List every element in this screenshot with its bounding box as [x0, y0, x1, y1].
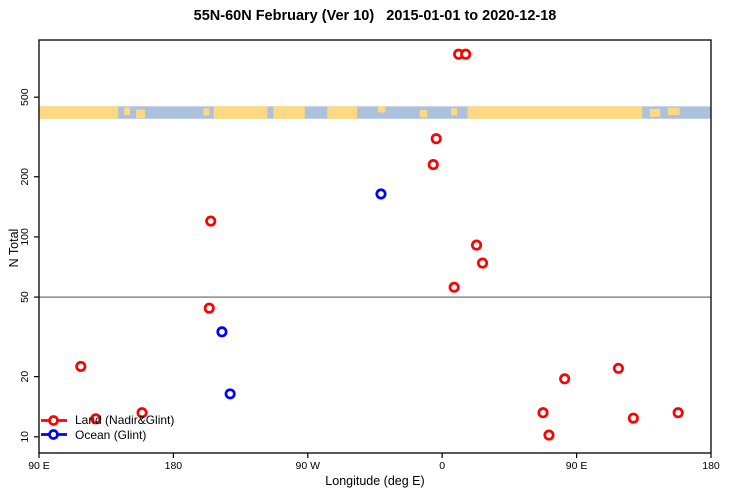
x-axis-ticks: 90 E 180 90 W 0 90 E 180	[28, 453, 720, 472]
series-land-points	[75, 48, 684, 441]
y-tick-label: 200	[19, 168, 31, 186]
land-segment	[273, 106, 305, 119]
legend-row-ocean: Ocean (Glint)	[40, 428, 174, 443]
data-point	[205, 215, 217, 227]
legend-label-land: Land (Nadir&Glint)	[75, 413, 175, 427]
x-axis-label: Longitude (deg E)	[325, 474, 425, 488]
ocean-series-symbol-icon	[41, 429, 67, 441]
x-tick-label: 90 E	[566, 460, 588, 472]
data-point	[216, 326, 228, 338]
y-tick-label: 50	[19, 291, 31, 303]
legend: Land (Nadir&Glint) Ocean (Glint)	[40, 413, 174, 442]
land-segment	[39, 106, 119, 119]
data-point	[627, 412, 639, 424]
y-tick-label: 20	[19, 371, 31, 383]
map-strip	[39, 106, 711, 119]
land-series-symbol-icon	[41, 414, 67, 426]
land-segment	[419, 110, 428, 118]
legend-label-ocean: Ocean (Glint)	[75, 427, 147, 442]
data-point	[470, 239, 483, 251]
x-tick-label: 90 W	[296, 460, 321, 472]
land-segment	[136, 109, 146, 119]
x-tick-label: 180	[165, 460, 183, 472]
x-tick-label: 180	[702, 460, 720, 472]
legend-row-land: Land (Nadir&Glint)	[40, 413, 174, 428]
data-point	[427, 159, 439, 171]
data-point	[543, 429, 555, 441]
land-segment	[667, 107, 680, 116]
land-segment	[124, 107, 131, 116]
data-point	[612, 362, 624, 374]
data-point	[672, 407, 684, 419]
land-segment	[213, 106, 268, 119]
y-tick-label: 500	[19, 88, 31, 106]
data-point	[136, 407, 148, 419]
land-segment	[451, 108, 458, 116]
data-point	[476, 257, 489, 269]
data-point	[224, 388, 236, 400]
plot-frame	[38, 39, 712, 454]
data-point	[75, 360, 87, 372]
land-segment	[377, 106, 386, 113]
y-tick-label: 10	[19, 431, 31, 443]
x-tick-label: 0	[439, 460, 445, 472]
data-point	[203, 302, 215, 314]
data-point	[430, 133, 442, 145]
land-segment	[327, 106, 358, 119]
y-tick-label: 100	[19, 228, 31, 246]
data-point	[537, 407, 549, 419]
land-segment	[649, 108, 661, 117]
x-tick-label: 90 E	[28, 460, 50, 472]
series-ocean-points	[216, 188, 387, 400]
data-point	[90, 413, 102, 425]
data-point	[559, 373, 571, 385]
data-point	[448, 281, 460, 293]
chart-title: 55N-60N February (Ver 10) 2015-01-01 to …	[193, 8, 557, 24]
land-segment	[467, 106, 643, 119]
land-segment	[203, 108, 210, 116]
y-axis-ticks: 10 20 50 100 200 500	[19, 88, 39, 443]
data-point	[460, 48, 472, 60]
y-axis-label: N Total	[7, 228, 21, 268]
data-point	[375, 188, 387, 200]
